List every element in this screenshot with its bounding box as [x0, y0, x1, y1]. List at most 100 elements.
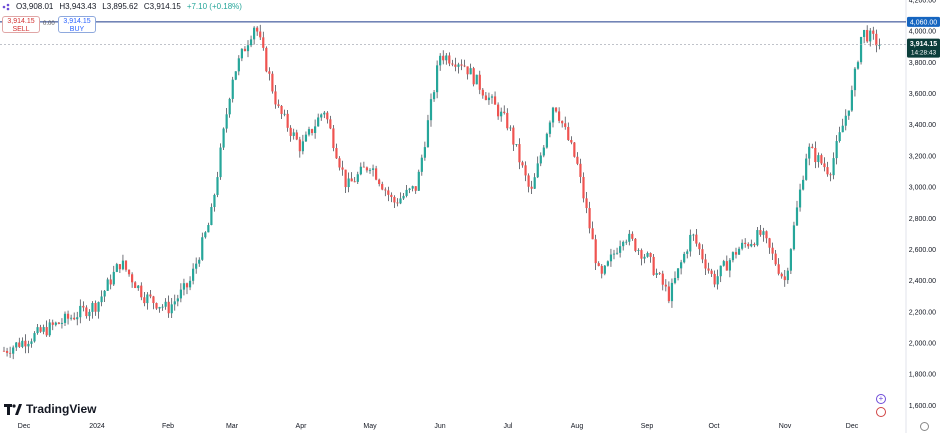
y-tick-label: 1,800.00 — [909, 372, 936, 379]
candle-body — [271, 73, 274, 92]
candle-body — [390, 194, 393, 197]
symbol-icon[interactable] — [2, 3, 10, 11]
candle-body — [326, 112, 329, 120]
candle-body — [365, 167, 369, 171]
candle-body — [231, 79, 234, 99]
candle-body — [106, 279, 109, 291]
candle-body — [841, 125, 844, 133]
candle-body — [634, 238, 637, 251]
brand-name: TradingView — [26, 402, 97, 416]
candle-body — [332, 128, 335, 149]
candle-body — [481, 89, 484, 96]
sell-button[interactable]: 3,914.15 SELL — [2, 16, 40, 33]
candle-body — [225, 114, 228, 129]
candle-body — [21, 340, 24, 347]
candle-body — [832, 158, 835, 176]
x-tick-label: Jun — [434, 423, 445, 430]
candle-body — [54, 322, 57, 325]
candle-body — [600, 265, 603, 274]
candle-body — [783, 276, 786, 281]
candle-body — [515, 144, 518, 145]
candle-body — [432, 92, 436, 100]
candle-body — [33, 333, 36, 342]
candle-body — [176, 298, 179, 302]
candle-body — [79, 305, 82, 318]
candle-body — [268, 71, 271, 74]
candle-body — [82, 305, 85, 308]
candle-body — [97, 302, 100, 312]
candle-body — [805, 158, 808, 180]
candle-body — [158, 307, 161, 309]
candle-body — [655, 273, 658, 275]
candle-body — [490, 96, 494, 98]
candle-body — [396, 202, 399, 204]
candle-body — [85, 307, 88, 317]
buy-button[interactable]: 3,914.15 BUY — [58, 16, 96, 33]
candle-body — [673, 277, 677, 283]
candle-body — [286, 113, 289, 128]
candle-body — [686, 251, 689, 254]
sell-label: SELL — [12, 26, 30, 33]
candle-body — [15, 342, 18, 348]
candle-body — [863, 29, 866, 37]
candle-body — [856, 62, 860, 69]
y-tick-label: 3,400.00 — [909, 122, 936, 129]
candle-body — [127, 269, 131, 275]
candle-body — [295, 132, 298, 140]
candle-body — [381, 184, 384, 190]
candle-body — [335, 148, 338, 159]
candle-body — [536, 163, 539, 178]
settings-icon[interactable] — [920, 422, 929, 431]
add-icon[interactable]: + — [876, 394, 886, 404]
candle-body — [73, 317, 76, 320]
candle-body — [283, 113, 286, 115]
candle-body — [570, 139, 573, 143]
candle-body — [558, 111, 561, 121]
candle-body — [277, 104, 280, 106]
tradingview-logo[interactable]: TradingView — [4, 402, 96, 416]
candle-body — [576, 156, 579, 164]
y-tick-label: 1,600.00 — [909, 403, 936, 410]
candle-body — [12, 347, 15, 354]
alert-icon[interactable] — [876, 407, 886, 417]
candle-body — [643, 256, 646, 259]
x-tick-label: Apr — [296, 423, 308, 430]
candle-body — [826, 167, 829, 175]
candle-body — [750, 243, 753, 247]
candle-body — [112, 271, 115, 285]
candle-body — [368, 169, 372, 171]
candle-body — [872, 30, 875, 34]
candle-body — [289, 127, 292, 136]
candle-body — [457, 64, 460, 67]
x-tick-label: Sep — [641, 423, 654, 430]
candle-body — [676, 268, 680, 278]
candle-body — [292, 132, 295, 136]
candle-body — [640, 250, 643, 259]
candle-body — [808, 146, 811, 159]
candle-body — [564, 123, 567, 127]
candle-body — [405, 189, 408, 196]
candle-body — [192, 268, 195, 281]
candle-body — [70, 317, 73, 319]
candle-body — [652, 256, 655, 275]
candle-body — [512, 127, 515, 145]
candle-body — [646, 252, 649, 257]
candle-body — [741, 242, 744, 249]
candle-body — [18, 342, 21, 347]
buy-price: 3,914.15 — [63, 18, 91, 25]
candle-body — [469, 68, 472, 75]
candle-body — [811, 146, 814, 148]
candle-body — [210, 207, 213, 226]
candle-body — [829, 174, 832, 176]
candle-body — [219, 147, 222, 178]
candle-body — [338, 158, 341, 168]
candle-body — [439, 55, 442, 66]
candle-body — [420, 157, 423, 172]
candle-body — [859, 36, 863, 63]
candle-body — [844, 115, 847, 126]
candle-body — [753, 243, 756, 246]
candle-body — [731, 252, 735, 261]
